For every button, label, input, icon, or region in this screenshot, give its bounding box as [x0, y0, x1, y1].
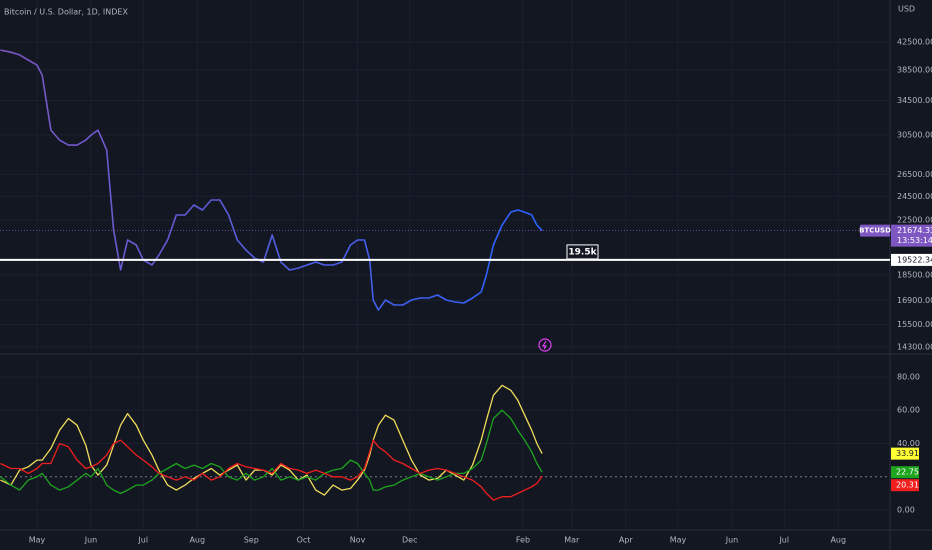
y-tick-label: 15500.00	[897, 320, 932, 329]
value-badge	[891, 466, 919, 479]
x-tick-label: Nov	[350, 536, 366, 545]
x-tick-label: May	[670, 536, 687, 545]
chart-title: Bitcoin / U.S. Dollar, 1D, INDEX	[4, 8, 128, 17]
grid	[0, 0, 890, 530]
y-tick-label: 38500.00	[897, 65, 932, 74]
price-badge	[891, 224, 932, 247]
y-tick-label: 22500.00	[897, 216, 932, 225]
x-tick-label: Jul	[137, 536, 148, 545]
currency-label: USD	[898, 5, 915, 14]
value-label: 33.91	[896, 449, 919, 458]
x-tick-label: Jun	[84, 536, 98, 545]
y-tick-label: 42500.00	[897, 38, 932, 47]
y-tick-label: 80.00	[897, 372, 920, 381]
x-tick-label: Jul	[778, 536, 789, 545]
y-tick-label: 24500.00	[897, 192, 932, 201]
hline-badge	[891, 253, 932, 266]
value-badge	[891, 447, 919, 460]
y-tick-label: 26500.00	[897, 170, 932, 179]
x-tick-label: Dec	[402, 536, 417, 545]
y-tick-label: 14300.00	[897, 343, 932, 352]
value-label: 20.31	[896, 481, 919, 490]
x-tick-label: Aug	[189, 536, 205, 545]
x-tick-label: Apr	[619, 536, 634, 545]
countdown-label: 13:53:14	[897, 236, 932, 245]
x-tick-label: Jun	[725, 536, 739, 545]
y-tick-label: 60.00	[897, 406, 920, 415]
series-line	[0, 409, 543, 495]
x-tick-label: Sep	[244, 536, 259, 545]
series-line	[0, 439, 543, 501]
series-line	[0, 49, 543, 311]
x-tick-label: Feb	[516, 536, 530, 545]
y-tick-label: 18500.00	[897, 270, 932, 279]
hline-label: 19.5k	[568, 247, 597, 257]
alert-icon[interactable]	[538, 338, 552, 352]
y-tick-label: 16900.00	[897, 296, 932, 305]
x-tick-label: May	[29, 536, 46, 545]
x-tick-label: Aug	[830, 536, 846, 545]
series-line	[0, 384, 543, 496]
x-tick-label: Oct	[297, 536, 311, 545]
symbol-label: BTCUSD	[859, 227, 891, 235]
value-label: 22.75	[896, 468, 919, 477]
y-tick-label: 30500.00	[897, 131, 932, 140]
x-tick-label: Mar	[564, 536, 580, 545]
y-tick-label: 40.00	[897, 439, 920, 448]
hline-value: 19522.34	[897, 255, 932, 264]
symbol-badge	[860, 224, 890, 237]
price-label: 21674.33	[897, 226, 932, 235]
y-tick-label: 0.00	[897, 506, 915, 515]
y-tick-label: 34500.00	[897, 96, 932, 105]
value-badge	[891, 479, 919, 492]
hline-label-box	[566, 244, 599, 260]
